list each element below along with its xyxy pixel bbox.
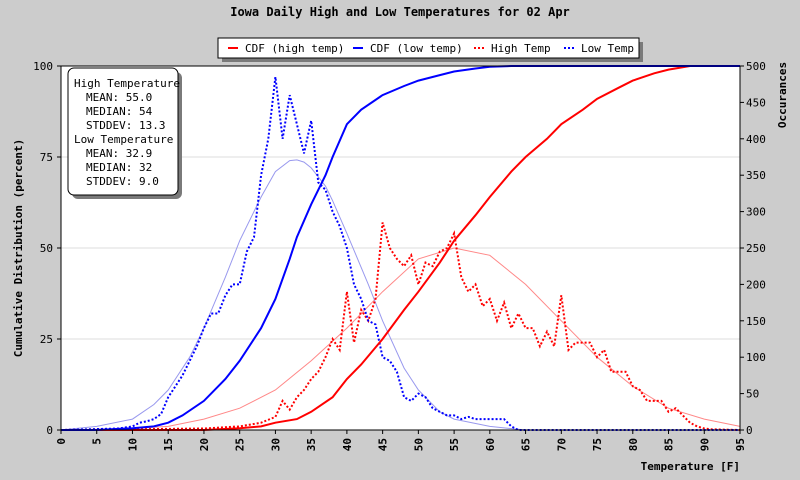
y-right-tick-label: 450 [746, 96, 766, 109]
y-right-tick-label: 50 [746, 388, 759, 401]
x-tick-label: 65 [520, 438, 533, 451]
x-tick-label: 45 [377, 438, 390, 451]
x-tick-label: 5 [91, 438, 104, 445]
legend-label: CDF (high temp) [245, 42, 344, 55]
legend: CDF (high temp) CDF (low temp) High Temp Lo… [217, 37, 643, 62]
y-right-tick-label: 150 [746, 315, 766, 328]
y-right-tick-label: 350 [746, 169, 766, 182]
y-axis-right-label: Occurances [776, 62, 789, 128]
y-right-tick-label: 400 [746, 133, 766, 146]
legend-label: Low Temp [581, 42, 634, 55]
stats-high-median: MEDIAN: 54 [86, 105, 153, 118]
stats-box: High Temperature MEAN: 55.0 MEDIAN: 54 S… [67, 67, 182, 199]
legend-label: High Temp [491, 42, 551, 55]
stats-low-mean: MEAN: 32.9 [86, 147, 152, 160]
stats-high-heading: High Temperature [74, 77, 180, 90]
y-right-tick-label: 300 [746, 206, 766, 219]
y-right-tick-label: 0 [746, 424, 753, 437]
x-tick-label: 60 [484, 438, 497, 451]
x-tick-label: 20 [198, 438, 211, 451]
x-tick-label: 70 [555, 438, 568, 451]
legend-label: CDF (low temp) [370, 42, 463, 55]
x-tick-label: 35 [305, 438, 318, 451]
stats-low-stddev: STDDEV: 9.0 [86, 175, 159, 188]
stats-low-heading: Low Temperature [74, 133, 173, 146]
y-right-tick-label: 200 [746, 278, 766, 291]
stats-high-mean: MEAN: 55.0 [86, 91, 152, 104]
y-right-tick-label: 250 [746, 242, 766, 255]
x-tick-label: 80 [627, 438, 640, 451]
x-tick-label: 85 [663, 438, 676, 451]
x-axis-label: Temperature [F] [641, 460, 740, 473]
axes: 0 5 10 15 20 25 30 35 40 45 50 55 60 65 70 75 80 85 90 9502… [33, 60, 766, 451]
y-left-tick-label: 50 [40, 242, 53, 255]
x-tick-label: 95 [734, 438, 747, 451]
series-line [61, 65, 740, 431]
series-line [60, 222, 741, 431]
y-right-tick-label: 500 [746, 60, 766, 73]
x-tick-label: 30 [269, 438, 282, 451]
y-axis-left-label: Cumulative Distribution (percent) [12, 139, 25, 358]
y-left-tick-label: 0 [46, 424, 53, 437]
legend-frame [217, 37, 640, 59]
stats-low-median: MEDIAN: 32 [86, 161, 152, 174]
y-left-tick-label: 75 [40, 151, 53, 164]
series-line [61, 65, 740, 431]
x-tick-label: 10 [126, 438, 139, 451]
x-tick-label: 50 [412, 438, 425, 451]
x-tick-label: 75 [591, 438, 604, 451]
x-tick-label: 15 [162, 438, 175, 451]
x-tick-label: 55 [448, 438, 461, 451]
y-right-tick-label: 100 [746, 351, 766, 364]
x-tick-label: 0 [55, 438, 68, 445]
stats-high-stddev: STDDEV: 13.3 [86, 119, 165, 132]
x-tick-label: 40 [341, 438, 354, 451]
x-tick-label: 90 [698, 438, 711, 451]
series-line [60, 159, 740, 431]
series-group [60, 65, 741, 431]
y-left-tick-label: 100 [33, 60, 53, 73]
series-line [60, 76, 740, 431]
chart-title: Iowa Daily High and Low Temperatures for… [230, 5, 570, 19]
x-tick-label: 25 [234, 438, 247, 451]
y-left-tick-label: 25 [40, 333, 53, 346]
stats-box-frame [67, 67, 179, 196]
